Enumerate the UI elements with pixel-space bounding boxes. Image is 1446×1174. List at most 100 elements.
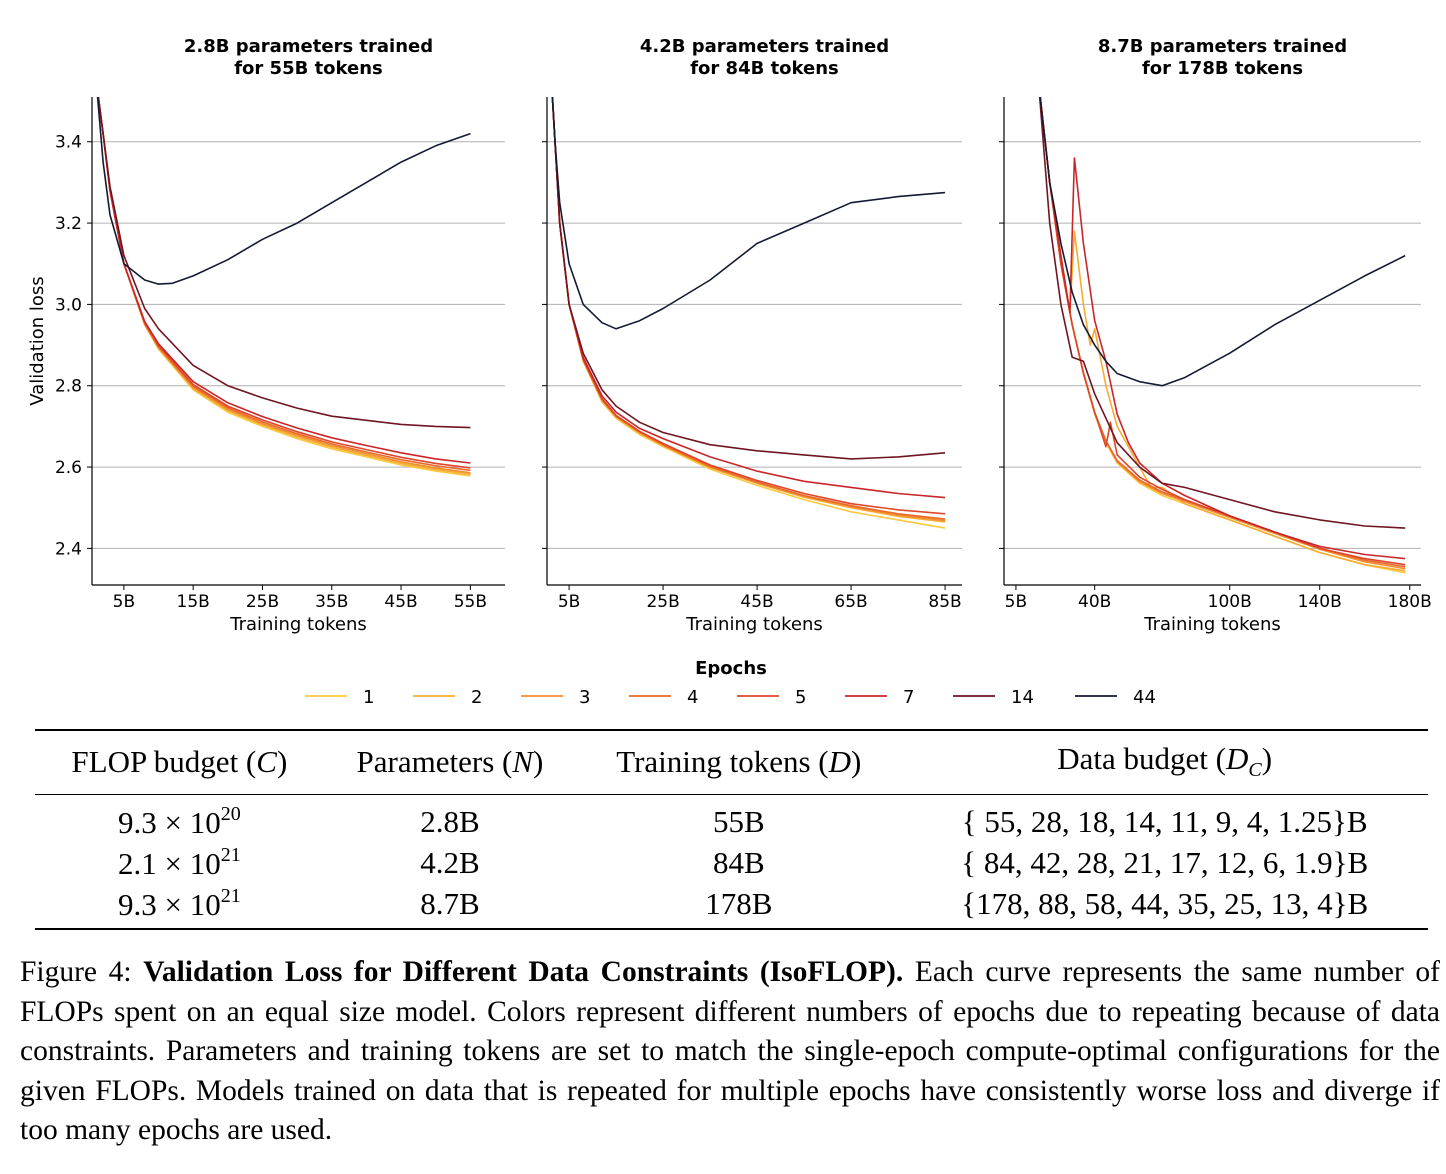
chart-title: 4.2B parameters trained <box>640 36 889 57</box>
series-line-epochs-4 <box>97 97 471 472</box>
series-line-epochs-3 <box>551 97 946 522</box>
legend-item-1: 1 <box>305 687 374 708</box>
chart-title: 2.8B parameters trained <box>184 36 433 57</box>
legend-item-14: 14 <box>953 687 1034 708</box>
header-training-tokens: Training tokens (D) <box>576 729 902 796</box>
x-axis-label: Training tokens <box>229 614 366 635</box>
legend-item-4: 4 <box>629 687 698 708</box>
series-line-epochs-44 <box>1039 97 1406 387</box>
x-tick-label: 15B <box>177 592 210 612</box>
series-line-epochs-3 <box>1039 97 1406 570</box>
x-tick-label: 25B <box>246 592 279 612</box>
x-tick-label: 40B <box>1078 592 1111 612</box>
table-header-row: FLOP budget (C) Parameters (N) Training … <box>35 729 1428 796</box>
x-tick-label: 45B <box>384 592 417 612</box>
series-line-epochs-3 <box>97 97 471 474</box>
series-line-epochs-5 <box>551 97 946 515</box>
x-tick-label: 85B <box>928 592 961 612</box>
legend-item-5: 5 <box>737 687 806 708</box>
flop-budget-cell: 9.3 × 1020 <box>117 802 241 840</box>
isoflop-config-table: FLOP budget (C) Parameters (N) Training … <box>35 729 1428 931</box>
x-tick-label: 25B <box>646 592 679 612</box>
chart-title: for 178B tokens <box>1142 58 1303 79</box>
legend-label: 14 <box>1011 687 1034 708</box>
legend: Epochs 1 2 3 4 5 7 14 44 <box>305 658 1156 708</box>
data-budget-cell: { 55, 28, 18, 14, 11, 9, 4, 1.25}B <box>961 803 1368 839</box>
parameters-cell: 4.2B <box>420 844 480 880</box>
header-data-budget: Data budget (DC) <box>901 729 1428 796</box>
header-parameters: Parameters (N) <box>323 729 577 796</box>
table-row: 9.3 × 1020 2.8B 55B { 55, 28, 18, 14, 11… <box>35 795 1428 843</box>
legend-item-3: 3 <box>521 687 590 708</box>
series-line-epochs-7 <box>551 97 946 499</box>
x-tick-label: 45B <box>740 592 773 612</box>
y-tick-label: 2.6 <box>55 458 82 478</box>
x-axis-label: Training tokens <box>685 614 822 635</box>
x-tick-label: 5B <box>558 592 580 612</box>
y-tick-label: 2.8 <box>55 377 82 397</box>
chart-title: for 84B tokens <box>690 58 839 79</box>
series-line-epochs-14 <box>1038 97 1406 529</box>
legend-item-2: 2 <box>413 687 482 708</box>
tokens-cell: 84B <box>712 844 765 880</box>
data-budget-cell: { 84, 42, 28, 21, 17, 12, 6, 1.9}B <box>961 844 1369 880</box>
figure-caption: Figure 4: Validation Loss for Different … <box>20 953 1440 1151</box>
series-line-epochs-5 <box>1039 97 1406 566</box>
legend-label: 44 <box>1133 687 1156 708</box>
flop-budget-cell: 2.1 × 1021 <box>117 843 241 881</box>
legend-item-44: 44 <box>1075 687 1156 708</box>
series-line-epochs-1 <box>97 97 471 477</box>
y-tick-label: 3.0 <box>55 295 82 315</box>
caption-text: Each curve represents the same number of… <box>20 956 1440 1146</box>
x-tick-label: 55B <box>454 592 487 612</box>
x-tick-label: 140B <box>1298 592 1342 612</box>
series-line-epochs-44 <box>551 97 946 330</box>
legend-label: 2 <box>471 687 482 708</box>
series-line-epochs-4 <box>1039 97 1406 568</box>
legend-label: 5 <box>795 687 806 708</box>
x-axis-label: Training tokens <box>1143 614 1280 635</box>
series-line-epochs-7 <box>1039 97 1406 560</box>
x-tick-label: 65B <box>834 592 867 612</box>
caption-title: Validation Loss for Different Data Const… <box>143 956 904 988</box>
legend-title: Epochs <box>695 658 767 679</box>
header-flop-budget: FLOP budget (C) <box>35 729 324 796</box>
y-tick-label: 3.2 <box>55 214 82 234</box>
caption-label: Figure 4: <box>20 956 132 988</box>
x-tick-label: 180B <box>1388 592 1432 612</box>
series-line-epochs-5 <box>97 97 471 469</box>
series-line-epochs-14 <box>551 97 946 460</box>
y-tick-label: 3.4 <box>55 133 82 153</box>
x-tick-label: 5B <box>1005 592 1027 612</box>
y-axis-label: Validation loss <box>27 276 48 405</box>
tokens-cell: 178B <box>576 883 902 931</box>
series-group <box>1038 97 1406 574</box>
series-line-epochs-7 <box>97 97 471 464</box>
parameters-cell: 8.7B <box>323 883 577 931</box>
chart-title: for 55B tokens <box>234 58 383 79</box>
x-tick-label: 100B <box>1208 592 1252 612</box>
chart-title: 8.7B parameters trained <box>1098 36 1347 57</box>
legend-label: 1 <box>363 687 374 708</box>
flop-budget-cell: 9.3 × 1021 <box>35 883 324 931</box>
legend-item-7: 7 <box>845 687 914 708</box>
legend-label: 7 <box>903 687 914 708</box>
data-budget-cell: {178, 88, 58, 44, 35, 25, 13, 4}B <box>901 883 1428 931</box>
tokens-cell: 55B <box>712 803 765 839</box>
series-group <box>96 97 471 477</box>
x-tick-label: 5B <box>113 592 135 612</box>
y-tick-label: 2.4 <box>55 539 82 559</box>
legend-label: 4 <box>687 687 698 708</box>
legend-label: 3 <box>579 687 590 708</box>
x-tick-label: 35B <box>315 592 348 612</box>
series-group <box>551 97 946 529</box>
table-row: 9.3 × 1021 8.7B 178B {178, 88, 58, 44, 3… <box>35 883 1428 931</box>
parameters-cell: 2.8B <box>420 803 480 839</box>
series-line-epochs-44 <box>96 97 471 285</box>
series-line-epochs-14 <box>97 97 471 429</box>
series-line-epochs-2 <box>551 97 946 523</box>
